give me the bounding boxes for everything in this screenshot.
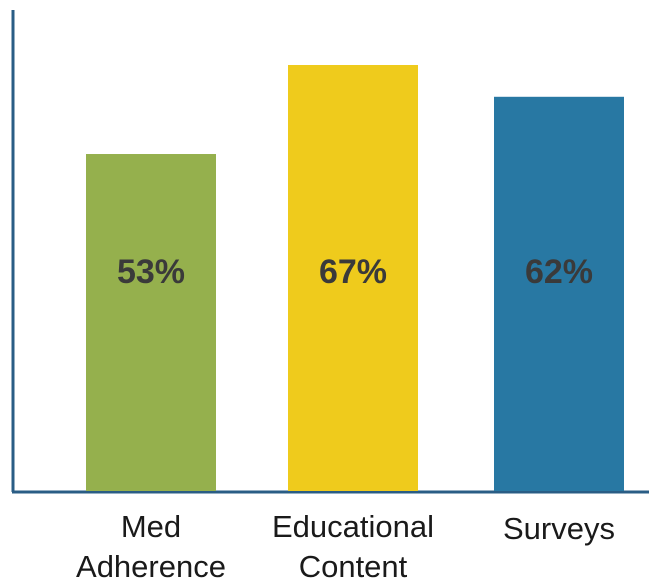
value-label-2: 62% (525, 253, 593, 291)
bar-2 (494, 96, 624, 491)
category-label-1-0: Educational (272, 509, 434, 544)
value-label-1: 67% (319, 253, 387, 291)
category-label-0-1: Adherence (76, 549, 226, 579)
category-label-0-0: Med (121, 509, 181, 544)
bar-1 (288, 65, 418, 491)
category-label-1-1: Content (299, 549, 408, 579)
category-label-2-0: Surveys (503, 511, 615, 546)
bar-0 (86, 154, 216, 491)
value-label-0: 53% (117, 253, 185, 291)
